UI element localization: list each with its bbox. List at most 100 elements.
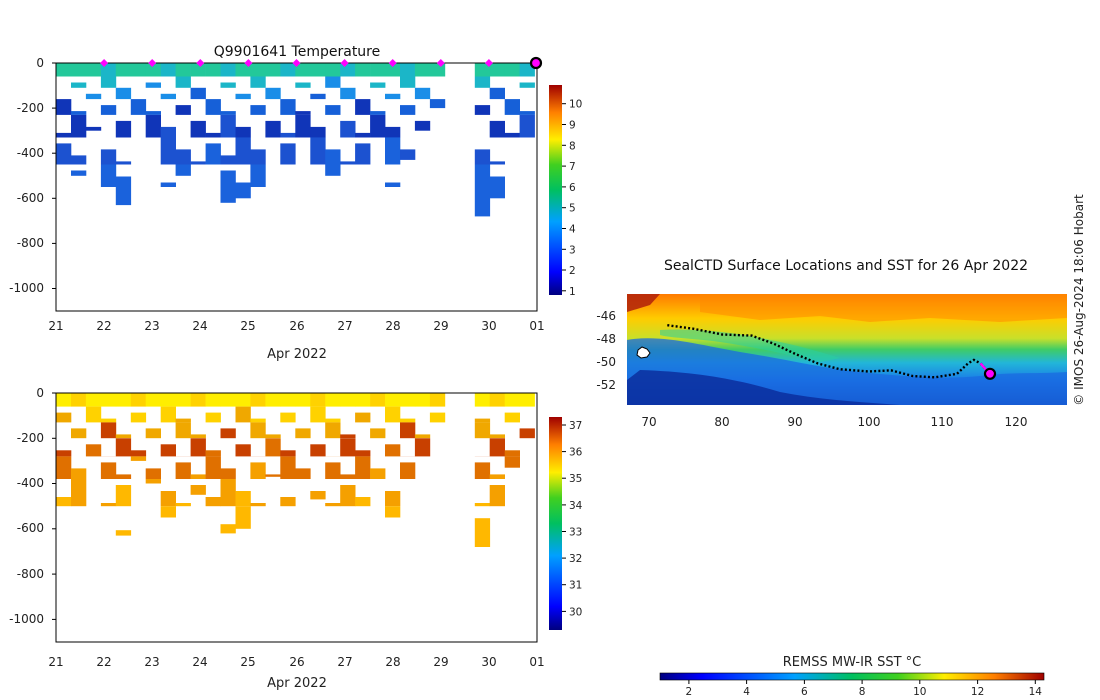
profile-cell: [295, 111, 311, 115]
temp-x-tick-label: 26: [289, 319, 304, 333]
profile-cell: [489, 474, 505, 479]
colorbar-tick-label: 30: [569, 606, 582, 618]
profile-cell: [235, 444, 251, 457]
profile-cell: [295, 82, 311, 88]
profile-cell: [310, 126, 326, 138]
temp-x-tick-label: 22: [96, 319, 111, 333]
sst-colorbar-tick-label: 10: [913, 686, 926, 698]
profile-cell: [519, 428, 535, 439]
profile-cell: [280, 132, 296, 138]
profile-cell: [385, 126, 401, 138]
profile-cell: [115, 176, 132, 206]
colorbar-tick-label: 33: [569, 527, 582, 539]
profile-cell: [190, 438, 206, 457]
profile-cell: [71, 114, 87, 138]
sal-y-tick-label: -600: [17, 521, 44, 535]
seal-track: [667, 324, 990, 379]
profile-cell: [235, 93, 251, 100]
profile-cell: [429, 63, 446, 77]
profile-cell: [145, 479, 161, 484]
profile-cell: [295, 63, 311, 77]
sal-y-tick-label: -1000: [9, 612, 44, 626]
profile-cell: [280, 412, 296, 423]
profile-cell: [340, 438, 356, 457]
temperature-colorbar-ticks: 1 2 3 4 5 6 7 8 9 10: [562, 99, 582, 298]
colorbar-tick-label: 2: [569, 265, 576, 277]
salinity-colorbar: [549, 417, 562, 630]
profile-cell: [56, 132, 72, 138]
profile-cell: [250, 76, 266, 88]
profile-cell: [280, 99, 296, 115]
sal-x-tick-label: 28: [385, 655, 400, 669]
colorbar-tick-label: 7: [569, 161, 576, 173]
profile-cell: [519, 111, 535, 115]
profile-cell: [175, 418, 191, 423]
profile-cell: [280, 143, 296, 165]
profile-cell: [190, 120, 206, 138]
colorbar-tick-label: 37: [569, 420, 582, 432]
profile-cell: [130, 63, 147, 77]
profile-cell: [56, 497, 72, 507]
profile-cell: [295, 393, 311, 407]
profile-cell: [71, 428, 87, 439]
temp-y-tick-label: 0: [36, 56, 44, 70]
profile-cell: [100, 462, 117, 479]
profile-cell: [370, 468, 386, 479]
profile-cell: [474, 503, 491, 507]
temp-x-tick-label: 28: [385, 319, 400, 333]
profile-cell: [355, 143, 371, 165]
profile-cell: [355, 99, 371, 115]
surface-marker: [484, 59, 493, 67]
profile-cell: [100, 503, 117, 507]
temp-x-tick-label: 29: [433, 319, 448, 333]
profile-cell: [310, 444, 326, 457]
colorbar-tick-label: 35: [569, 473, 582, 485]
profile-cell: [115, 63, 132, 77]
sal-x-tick-label: 26: [289, 655, 304, 669]
profile-cell: [175, 422, 191, 439]
profile-cell: [145, 114, 161, 138]
profile-cell: [160, 506, 176, 518]
temp-x-tick-label: 25: [240, 319, 255, 333]
profile-cell: [489, 176, 505, 199]
temperature-x-ticks: 21 22 23 24 25 26 27 28 29 30 01: [48, 319, 544, 333]
profile-cell: [385, 393, 401, 407]
profile-cell: [190, 474, 206, 479]
sal-x-tick-label: 30: [481, 655, 496, 669]
profile-cell: [504, 456, 520, 468]
temperature-y-ticks: 0 -200 -400 -600 -800 -1000: [9, 56, 56, 295]
profile-cell: [280, 393, 296, 407]
profile-cell: [190, 393, 206, 407]
surface-location-markers: [100, 59, 493, 67]
salinity-profile-cells: [56, 393, 535, 547]
profile-cell: [400, 393, 416, 407]
profile-cell: [250, 63, 266, 77]
profile-cell: [175, 503, 191, 507]
profile-cell: [414, 120, 431, 131]
profile-cell: [385, 506, 401, 518]
profile-cell: [71, 63, 87, 77]
profile-cell: [265, 474, 281, 477]
map-x-tick-label: 100: [858, 415, 881, 429]
kerguelen-island: [636, 346, 651, 359]
sst-warm-patch: [627, 294, 660, 312]
map-x-tick-label: 80: [714, 415, 729, 429]
profile-cell: [145, 468, 161, 479]
profile-cell: [71, 82, 87, 88]
profile-cell: [429, 99, 446, 109]
colorbar-tick-label: 34: [569, 500, 583, 512]
profile-cell: [280, 497, 296, 507]
profile-cell: [355, 412, 371, 423]
profile-cell: [504, 132, 520, 138]
map-x-ticks: 70 80 90 100 110 120: [641, 415, 1027, 429]
profile-cell: [235, 406, 251, 423]
salinity-x-ticks: 21 22 23 24 25 26 27 28 29 30 01: [48, 655, 544, 669]
profile-cell: [100, 63, 117, 77]
sst-map-panel: SealCTD Surface Locations and SST for 26…: [596, 194, 1086, 698]
colorbar-tick-label: 10: [569, 99, 582, 111]
profile-cell: [56, 99, 72, 115]
surface-marker: [388, 59, 397, 67]
profile-cell: [130, 393, 147, 407]
profile-cell: [190, 63, 206, 77]
profile-cell: [489, 438, 505, 457]
